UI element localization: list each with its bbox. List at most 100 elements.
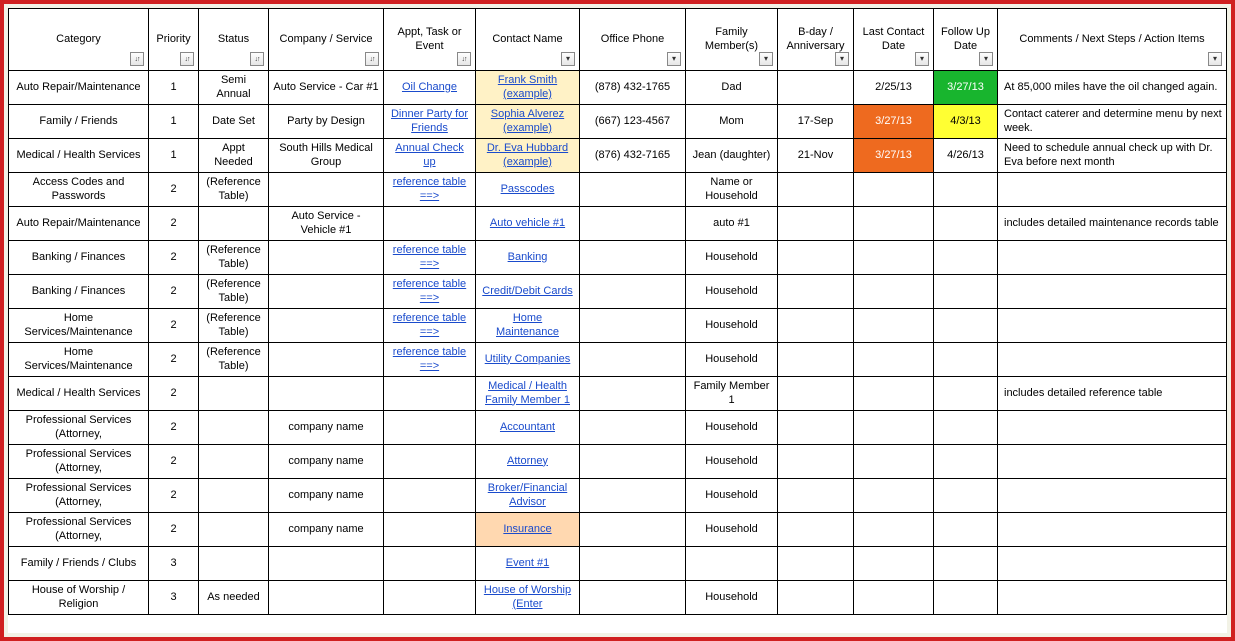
cell-phone[interactable] [580,513,686,547]
cell-lastdate[interactable] [854,173,934,207]
cell-phone[interactable]: (876) 432-7165 [580,139,686,173]
cell-bday[interactable] [778,207,854,241]
cell-company[interactable] [269,581,384,615]
contact-link[interactable]: Banking [508,251,548,263]
cell-followup[interactable] [934,275,998,309]
cell-category[interactable]: Medical / Health Services [9,377,149,411]
column-header-appt[interactable]: Appt, Task or Event [384,9,476,71]
cell-comments[interactable] [998,241,1227,275]
cell-comments[interactable] [998,513,1227,547]
cell-family[interactable]: Household [686,241,778,275]
cell-company[interactable]: Auto Service - Vehicle #1 [269,207,384,241]
cell-followup[interactable] [934,241,998,275]
cell-lastdate[interactable] [854,241,934,275]
cell-phone[interactable] [580,479,686,513]
cell-priority[interactable]: 2 [149,343,199,377]
cell-lastdate[interactable]: 2/25/13 [854,71,934,105]
cell-appt[interactable] [384,445,476,479]
column-header-bday[interactable]: B-day / Anniversary [778,9,854,71]
cell-appt[interactable]: reference table ==> [384,241,476,275]
cell-contact[interactable]: Credit/Debit Cards [476,275,580,309]
cell-status[interactable] [199,547,269,581]
column-header-status[interactable]: Status [199,9,269,71]
dropdown-filter-icon[interactable] [915,52,929,66]
cell-contact[interactable]: Sophia Alverez (example) [476,105,580,139]
cell-status[interactable] [199,445,269,479]
cell-appt[interactable]: reference table ==> [384,173,476,207]
cell-family[interactable]: Name or Household [686,173,778,207]
contact-link[interactable]: Event #1 [506,557,549,569]
appt-link[interactable]: reference table ==> [393,312,466,338]
cell-lastdate[interactable] [854,479,934,513]
cell-family[interactable]: Household [686,581,778,615]
cell-contact[interactable]: Frank Smith (example) [476,71,580,105]
cell-family[interactable]: Jean (daughter) [686,139,778,173]
cell-status[interactable]: (Reference Table) [199,173,269,207]
cell-bday[interactable] [778,445,854,479]
dropdown-filter-icon[interactable] [561,52,575,66]
cell-company[interactable]: company name [269,411,384,445]
cell-phone[interactable] [580,445,686,479]
cell-bday[interactable] [778,411,854,445]
cell-company[interactable]: Auto Service - Car #1 [269,71,384,105]
cell-followup[interactable] [934,581,998,615]
dropdown-filter-icon[interactable] [1208,52,1222,66]
cell-category[interactable]: House of Worship / Religion [9,581,149,615]
cell-bday[interactable] [778,479,854,513]
cell-family[interactable] [686,547,778,581]
cell-family[interactable]: Household [686,411,778,445]
cell-phone[interactable]: (667) 123-4567 [580,105,686,139]
cell-contact[interactable]: Broker/Financial Advisor [476,479,580,513]
cell-comments[interactable] [998,173,1227,207]
cell-bday[interactable] [778,513,854,547]
dropdown-filter-icon[interactable] [835,52,849,66]
cell-company[interactable] [269,173,384,207]
cell-phone[interactable] [580,309,686,343]
cell-appt[interactable]: Dinner Party for Friends [384,105,476,139]
cell-comments[interactable] [998,343,1227,377]
column-header-comments[interactable]: Comments / Next Steps / Action Items [998,9,1227,71]
cell-comments[interactable] [998,581,1227,615]
cell-phone[interactable] [580,173,686,207]
cell-family[interactable]: Mom [686,105,778,139]
cell-category[interactable]: Banking / Finances [9,275,149,309]
cell-category[interactable]: Home Services/Maintenance [9,309,149,343]
cell-comments[interactable] [998,411,1227,445]
cell-category[interactable]: Auto Repair/Maintenance [9,71,149,105]
contact-link[interactable]: Attorney [507,455,548,467]
cell-status[interactable] [199,479,269,513]
cell-comments[interactable] [998,275,1227,309]
appt-link[interactable]: reference table ==> [393,176,466,202]
cell-status[interactable]: (Reference Table) [199,275,269,309]
cell-company[interactable] [269,343,384,377]
cell-priority[interactable]: 3 [149,581,199,615]
cell-bday[interactable] [778,343,854,377]
cell-followup[interactable] [934,411,998,445]
appt-link[interactable]: Annual Check up [395,142,464,168]
contact-link[interactable]: Medical / Health Family Member 1 [485,380,570,406]
cell-lastdate[interactable] [854,309,934,343]
cell-appt[interactable] [384,581,476,615]
cell-family[interactable]: Household [686,513,778,547]
cell-family[interactable]: Household [686,479,778,513]
cell-bday[interactable] [778,547,854,581]
contact-link[interactable]: Sophia Alverez (example) [491,108,564,134]
cell-contact[interactable]: Accountant [476,411,580,445]
cell-phone[interactable] [580,411,686,445]
column-header-followup[interactable]: Follow Up Date [934,9,998,71]
cell-bday[interactable] [778,275,854,309]
cell-comments[interactable] [998,479,1227,513]
sort-filter-icon[interactable] [365,52,379,66]
cell-status[interactable]: (Reference Table) [199,241,269,275]
cell-followup[interactable] [934,173,998,207]
column-header-company[interactable]: Company / Service [269,9,384,71]
cell-followup[interactable]: 3/27/13 [934,71,998,105]
contact-link[interactable]: Home Maintenance [496,312,559,338]
column-header-category[interactable]: Category [9,9,149,71]
cell-category[interactable]: Medical / Health Services [9,139,149,173]
cell-status[interactable] [199,513,269,547]
cell-company[interactable]: South Hills Medical Group [269,139,384,173]
dropdown-filter-icon[interactable] [667,52,681,66]
contact-link[interactable]: House of Worship (Enter [484,584,571,610]
cell-lastdate[interactable] [854,275,934,309]
